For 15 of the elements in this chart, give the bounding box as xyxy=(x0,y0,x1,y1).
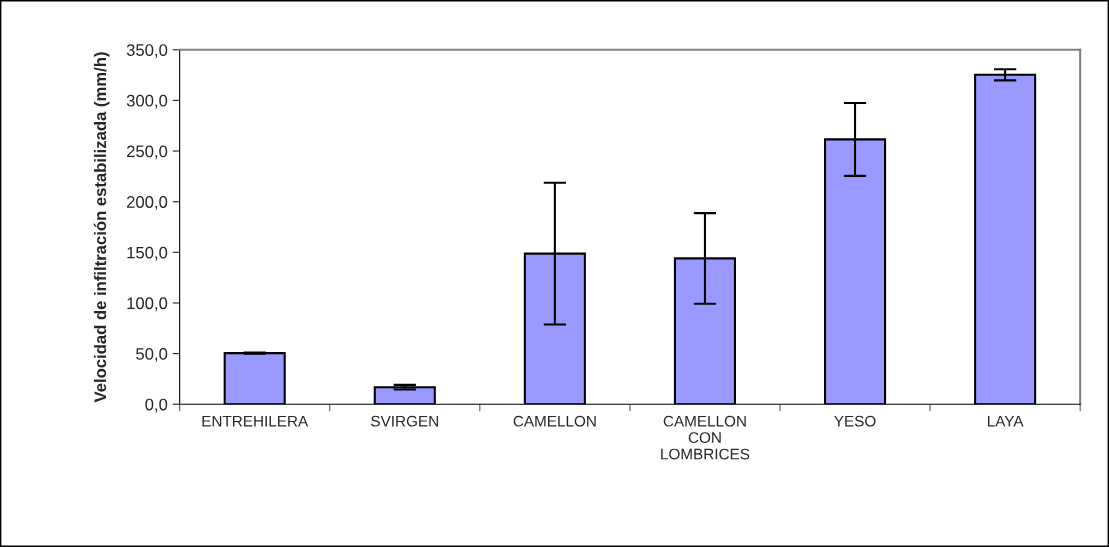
y-tick-label: 300,0 xyxy=(126,94,168,109)
x-tick-label: CAMELLON CON LOMBRICES xyxy=(661,415,750,460)
y-tick-label: 250,0 xyxy=(126,145,168,160)
x-tick-label: LAYA xyxy=(987,415,1024,427)
y-tick-label: 0,0 xyxy=(145,398,168,413)
x-tick-label: CAMELLON xyxy=(513,415,596,427)
y-axis-title: Velocidad de infiltración estabilizada (mm/h) xyxy=(93,52,110,403)
x-tick-label: SVIRGEN xyxy=(371,415,438,427)
y-tick-label: 50,0 xyxy=(136,348,168,362)
y-tick-label: 150,0 xyxy=(127,246,168,261)
x-tick-label: YESO xyxy=(834,415,876,427)
y-tick-label: 100,0 xyxy=(127,297,168,312)
y-tick-label: 350,0 xyxy=(126,44,168,58)
y-tick-label: 200,0 xyxy=(126,196,168,210)
x-tick-label: ENTREHILERA xyxy=(202,415,309,427)
